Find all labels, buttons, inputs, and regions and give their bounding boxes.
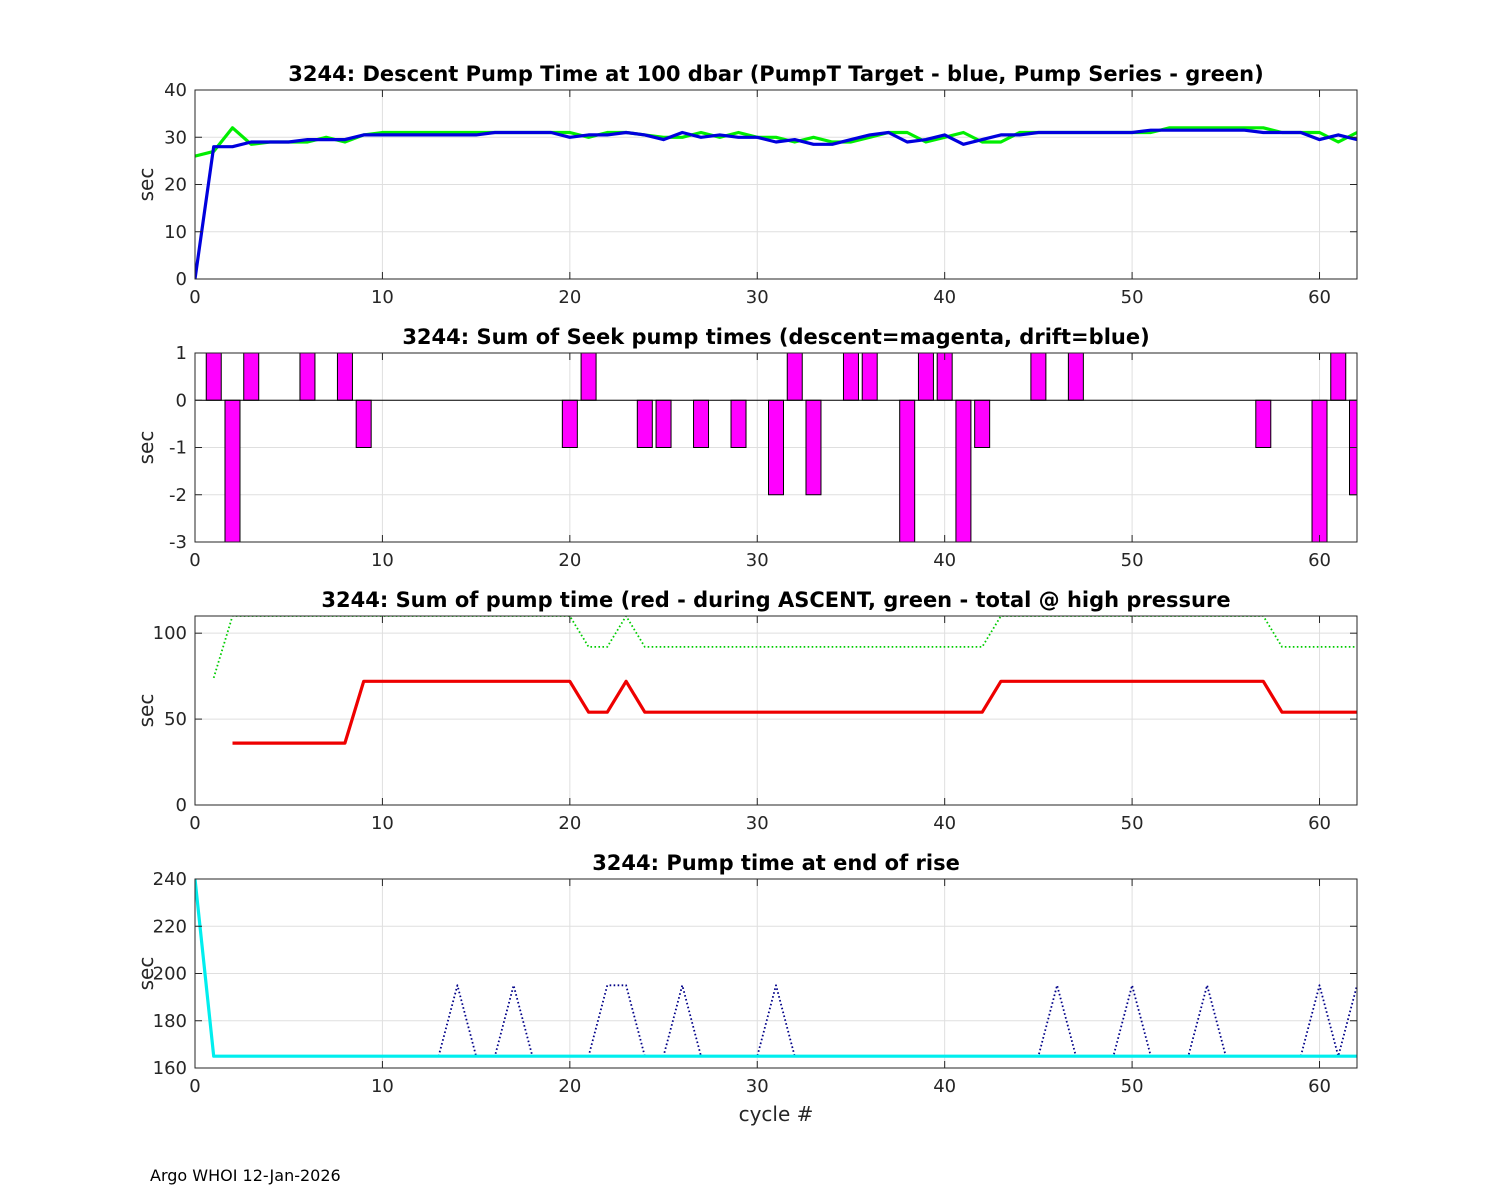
bar xyxy=(636,399,653,448)
y-tick-label: 0 xyxy=(176,390,187,411)
bar xyxy=(355,399,372,448)
x-tick-label: 30 xyxy=(746,550,769,571)
series-line-2 xyxy=(195,879,1357,1058)
x-tick-label: 50 xyxy=(1121,1076,1144,1097)
data-layer xyxy=(195,126,1357,279)
x-tick-label: 60 xyxy=(1308,813,1331,834)
x-tick-label: 0 xyxy=(189,1076,200,1097)
data-layer xyxy=(212,616,1357,745)
x-tick-label: 20 xyxy=(558,813,581,834)
axes-box xyxy=(194,615,1358,806)
x-tick-label: 30 xyxy=(746,1076,769,1097)
footer-credit: Argo WHOI 12-Jan-2026 xyxy=(150,1166,341,1185)
x-tick-label: 20 xyxy=(558,1076,581,1097)
chart-title: 3244: Sum of pump time (red - during ASC… xyxy=(321,588,1230,612)
x-tick-label: 60 xyxy=(1308,1076,1331,1097)
plot-area xyxy=(195,616,1357,805)
x-tick-label: 10 xyxy=(371,813,394,834)
y-tick-label: -2 xyxy=(169,485,187,506)
data-layer xyxy=(195,353,1357,542)
y-axis-label: sec xyxy=(134,694,158,728)
bar xyxy=(768,399,784,496)
y-tick-label: -3 xyxy=(169,532,187,553)
y-tick-label: 0 xyxy=(176,269,187,290)
y-tick-label: -1 xyxy=(169,438,187,459)
bar xyxy=(580,353,597,401)
x-tick-label: 50 xyxy=(1121,550,1144,571)
y-axis-label: sec xyxy=(134,431,158,465)
y-tick-label: 50 xyxy=(164,709,187,730)
chart-title: 3244: Descent Pump Time at 100 dbar (Pum… xyxy=(288,62,1263,86)
series-line-2 xyxy=(232,679,1357,745)
x-tick-label: 50 xyxy=(1121,287,1144,308)
chart-panel-2: 0 10 20 30 40 50 60 -3 -2 -1 0 1 3244: Sum of Seek p… xyxy=(134,325,1358,571)
bar xyxy=(842,353,859,401)
bar xyxy=(1030,353,1047,401)
x-tick-label: 0 xyxy=(189,813,200,834)
chart-panel-3: 0 10 20 30 40 50 60 0 50 100 3244: Sum of pump tim… xyxy=(134,588,1358,834)
bar xyxy=(805,399,822,496)
y-tick-label: 240 xyxy=(153,869,187,890)
bar xyxy=(336,353,353,401)
bar xyxy=(561,399,578,448)
bar xyxy=(1311,399,1328,542)
bar xyxy=(224,399,241,542)
x-tick-label: 40 xyxy=(933,550,956,571)
bar xyxy=(974,399,991,448)
x-tick-label: 0 xyxy=(189,287,200,308)
y-axis-label: sec xyxy=(134,168,158,202)
data-layer xyxy=(195,879,1357,1058)
bar xyxy=(243,353,260,401)
y-tick-label: 20 xyxy=(164,175,187,196)
y-tick-label: 0 xyxy=(176,795,187,816)
bar xyxy=(1067,353,1084,401)
x-tick-label: 60 xyxy=(1308,550,1331,571)
bar xyxy=(693,399,710,448)
chart-panel-4: 0 10 20 30 40 50 60 160 180 200 220 240 3244: Pump t… xyxy=(134,851,1358,1126)
bar xyxy=(917,353,934,401)
y-tick-label: 30 xyxy=(164,127,187,148)
y-tick-label: 100 xyxy=(153,623,187,644)
bar xyxy=(205,353,222,401)
chart-title: 3244: Pump time at end of rise xyxy=(592,851,960,875)
bar xyxy=(730,399,747,448)
bar xyxy=(1255,399,1272,448)
y-tick-label: 180 xyxy=(153,1011,187,1032)
y-tick-label: 10 xyxy=(164,222,187,243)
x-tick-label: 40 xyxy=(933,1076,956,1097)
x-tick-label: 10 xyxy=(371,550,394,571)
x-axis-label: cycle # xyxy=(739,1102,814,1126)
x-tick-label: 50 xyxy=(1121,813,1144,834)
x-tick-label: 20 xyxy=(558,287,581,308)
x-tick-label: 10 xyxy=(371,287,394,308)
chart-panel-1: 0 10 20 30 40 50 60 0 10 20 30 40 3244: Descent Pump… xyxy=(134,62,1358,308)
y-tick-label: 1 xyxy=(176,343,187,364)
x-tick-label: 0 xyxy=(189,550,200,571)
bar xyxy=(655,399,672,448)
x-tick-label: 30 xyxy=(746,287,769,308)
x-tick-label: 40 xyxy=(933,287,956,308)
bar xyxy=(1330,353,1347,401)
x-tick-label: 20 xyxy=(558,550,581,571)
chart-title: 3244: Sum of Seek pump times (descent=ma… xyxy=(402,325,1149,349)
y-tick-label: 220 xyxy=(153,916,187,937)
bar xyxy=(955,399,972,542)
x-tick-label: 40 xyxy=(933,813,956,834)
y-axis-label: sec xyxy=(134,957,158,991)
bar xyxy=(861,353,878,401)
bar xyxy=(936,353,953,401)
bar xyxy=(899,399,916,542)
series-line-2 xyxy=(195,128,1357,279)
x-tick-label: 60 xyxy=(1308,287,1331,308)
y-tick-label: 160 xyxy=(153,1058,187,1079)
bar xyxy=(299,353,316,401)
y-tick-label: 40 xyxy=(164,80,187,101)
x-tick-label: 30 xyxy=(746,813,769,834)
x-tick-label: 10 xyxy=(371,1076,394,1097)
y-tick-label: 200 xyxy=(153,964,187,985)
bar xyxy=(786,353,803,401)
